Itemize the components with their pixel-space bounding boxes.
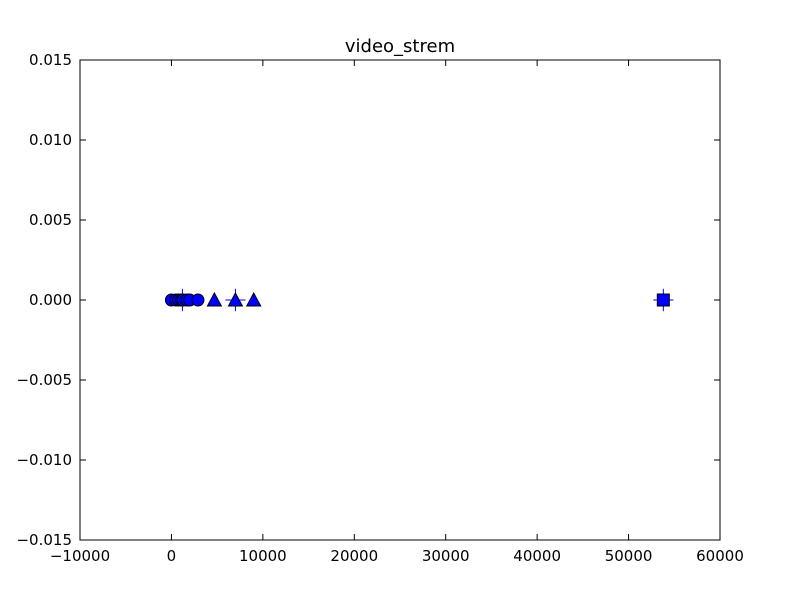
y-tick-label: 0.005 bbox=[29, 211, 72, 229]
x-tick-label: 30000 bbox=[422, 547, 470, 565]
y-tick-label: 0.010 bbox=[29, 131, 72, 149]
y-tick-label: 0.000 bbox=[29, 291, 72, 309]
triangle-marker bbox=[245, 291, 262, 307]
y-tick-label: −0.015 bbox=[16, 531, 72, 549]
square-marker bbox=[656, 293, 670, 307]
x-tick-label: 20000 bbox=[330, 547, 378, 565]
chart-title: video_strem bbox=[345, 36, 455, 57]
data-markers bbox=[164, 291, 670, 307]
x-tick-label: 60000 bbox=[696, 547, 744, 565]
axis-ticks: −10000 0 10000 20000 30000 40000 50000 60000 −0.… bbox=[16, 51, 743, 565]
y-tick-label: −0.005 bbox=[16, 371, 72, 389]
x-tick-label: 50000 bbox=[605, 547, 653, 565]
y-tick-label: −0.010 bbox=[16, 451, 72, 469]
x-tick-label: 10000 bbox=[239, 547, 287, 565]
x-tick-label: 0 bbox=[167, 547, 177, 565]
circle-marker bbox=[191, 293, 205, 307]
y-tick-label: 0.015 bbox=[29, 51, 72, 69]
x-tick-label: 40000 bbox=[513, 547, 561, 565]
triangle-marker bbox=[206, 291, 223, 307]
triangle-marker bbox=[227, 291, 244, 307]
x-tick-label: −10000 bbox=[50, 547, 110, 565]
